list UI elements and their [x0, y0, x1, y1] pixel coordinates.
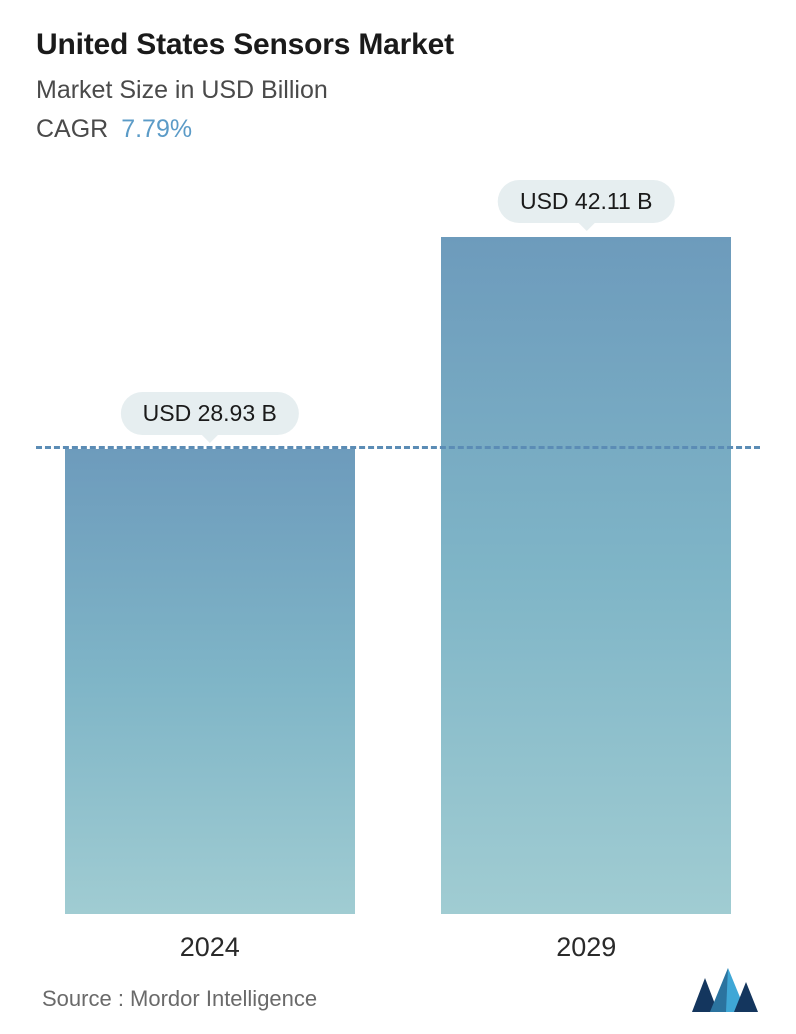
x-label-2024: 2024 [180, 932, 240, 963]
bar-2024 [65, 449, 355, 914]
cagr-label: CAGR [36, 115, 108, 143]
cagr-row: CAGR 7.79% [36, 115, 760, 144]
chart-subtitle: Market Size in USD Billion [36, 76, 760, 105]
cagr-value: 7.79% [121, 115, 192, 143]
value-label-2024: USD 28.93 B [121, 392, 299, 435]
chart-title: United States Sensors Market [36, 28, 760, 62]
source-text: Source : Mordor Intelligence [42, 986, 317, 1012]
x-axis-labels: 2024 2029 [36, 926, 760, 966]
value-label-2029: USD 42.11 B [498, 180, 675, 223]
reference-line [36, 446, 760, 449]
chart-container: United States Sensors Market Market Size… [0, 0, 796, 1034]
mordor-logo-icon [690, 968, 760, 1012]
chart-footer: Source : Mordor Intelligence [42, 968, 760, 1012]
x-label-2029: 2029 [556, 932, 616, 963]
bar-2029 [441, 237, 731, 915]
chart-plot-area: USD 28.93 BUSD 42.11 B [36, 190, 760, 914]
